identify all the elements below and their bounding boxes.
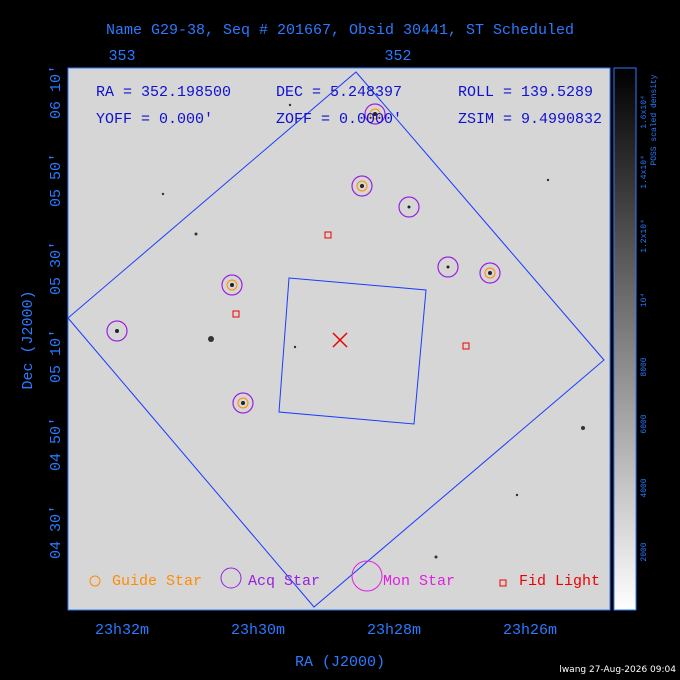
legend-label: Guide Star [112, 573, 202, 590]
colorbar-tick-label: 10⁴ [640, 293, 649, 307]
detector [278, 277, 427, 425]
y-ticks: 06 10' 05 50' 05 30' 05 10' 04 50' 04 30… [48, 65, 65, 559]
y-tick-label: 05 30' [48, 241, 65, 295]
x-label: RA (J2000) [295, 654, 385, 671]
info-ra: RA = 352.198500 [96, 84, 231, 101]
x-tick-label: 23h30m [231, 622, 285, 639]
legend-label: Acq Star [248, 573, 320, 590]
colorbar-tick-label: 1.2x10⁴ [640, 219, 649, 253]
legend: Guide Star Acq Star Mon Star Fid Light [89, 560, 600, 592]
colorbar-tick-label: 8000 [640, 357, 649, 376]
info-roll: ROLL = 139.5289 [458, 84, 593, 101]
y-tick-label: 04 50' [48, 417, 65, 471]
top-tick: 353 [108, 48, 135, 65]
legend-fid-icon [499, 579, 507, 587]
y-label: Dec (J2000) [20, 290, 37, 389]
colorbar-tick-label: 6000 [640, 414, 649, 433]
acq-stars [106, 103, 501, 414]
y-tick-label: 06 10' [48, 65, 65, 119]
legend-mon-icon [351, 560, 383, 592]
colorbar-ticks: 2000 4000 6000 8000 10⁴ 1.2x10⁴ 1.4x10⁴ … [640, 95, 649, 561]
field-of-view [67, 71, 605, 608]
target [332, 332, 348, 348]
legend-label: Fid Light [519, 573, 600, 590]
legend-label: Mon Star [383, 573, 455, 590]
y-tick-label: 04 30' [48, 505, 65, 559]
x-ticks: 23h32m 23h30m 23h28m 23h26m [95, 622, 557, 639]
x-tick-label: 23h26m [503, 622, 557, 639]
x-tick-label: 23h32m [95, 622, 149, 639]
fid-lights [232, 231, 470, 350]
info-dec: DEC = 5.248397 [276, 84, 402, 101]
title: Name G29-38, Seq # 201667, Obsid 30441, … [106, 22, 574, 39]
colorbar-tick-label: 2000 [640, 542, 649, 561]
colorbar-label: POSS scaled density [650, 74, 659, 165]
top-tick: 352 [384, 48, 411, 65]
legend-acq-icon [220, 567, 242, 589]
colorbar [613, 67, 637, 611]
y-tick-label: 05 50' [48, 153, 65, 207]
guide-stars [226, 108, 496, 409]
star-cores [115, 112, 492, 405]
info-zsim: ZSIM = 9.4990832 [458, 111, 602, 128]
colorbar-tick-label: 1.4x10⁴ [640, 155, 649, 189]
info-yoff: YOFF = 0.000' [96, 111, 213, 128]
footer: lwang 27-Aug-2026 09:04 [559, 665, 676, 675]
stars [161, 103, 585, 559]
legend-guide-icon [89, 575, 101, 587]
colorbar-tick-label: 1.6x10⁴ [640, 95, 649, 129]
colorbar-tick-label: 4000 [640, 478, 649, 497]
y-tick-label: 05 10' [48, 329, 65, 383]
x-tick-label: 23h28m [367, 622, 421, 639]
info-zoff: ZOFF = 0.0000' [276, 111, 402, 128]
